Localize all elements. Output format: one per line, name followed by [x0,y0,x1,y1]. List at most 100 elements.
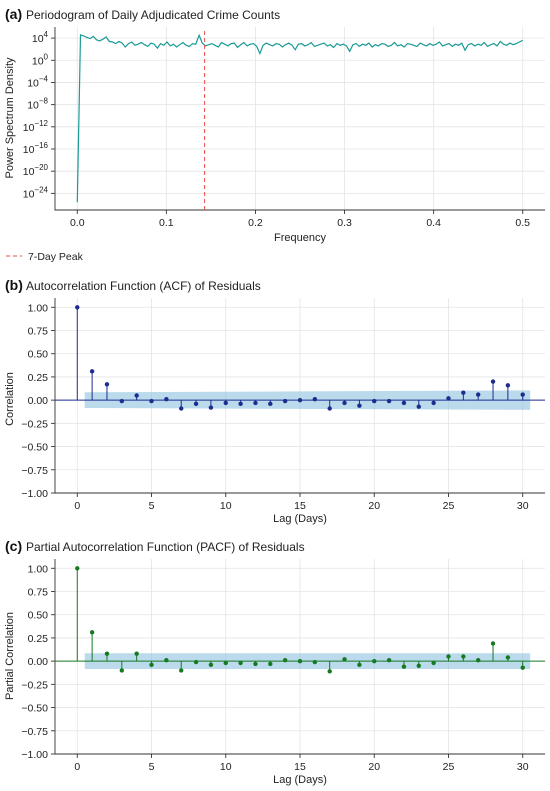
pacf-point [446,654,451,659]
pacf-point [431,660,436,666]
pacf-y-tick-label: 0.00 [28,656,49,668]
acf-point [179,406,184,411]
acf-point [357,403,362,408]
acf-y-tick-label: −0.25 [21,418,48,430]
pacf-point [342,657,347,662]
pacf-point [268,661,273,667]
periodogram-x-tick-label: 0.4 [426,217,441,229]
periodogram-x-tick-label: 0.0 [70,217,85,229]
periodogram-y-tick-label: 100 [32,52,49,67]
periodogram-y-tick-label: 10−8 [27,97,48,112]
periodogram-x-tick-label: 0.2 [248,217,263,229]
acf-x-tick-label: 15 [294,500,306,512]
acf-point [268,401,273,407]
panel-label-a: (a) [5,6,22,22]
acf-y-tick-label: 0.25 [28,372,49,384]
periodogram-y-tick-label: 104 [32,30,49,45]
pacf-y-tick-label: 1.00 [28,563,49,575]
acf-point [164,397,169,402]
acf-point [238,401,243,407]
acf-point [446,396,451,401]
pacf-point [357,662,362,668]
acf-point [490,379,496,384]
pacf-point [386,658,392,663]
pacf-point [208,662,214,668]
acf-axes [54,298,545,494]
acf-x-tick-label: 0 [74,500,80,512]
acf-y-tick-label: 0.50 [28,349,49,361]
pacf-point [505,655,511,660]
acf-y-tick-label: −1.00 [21,488,48,500]
acf-x-tick-label: 10 [220,500,232,512]
acf-point [89,369,95,374]
acf-ylabel: Correlation [4,372,16,426]
acf-point [342,400,347,406]
pacf-point [75,566,80,571]
acf-point [119,398,125,404]
pacf-point [401,664,407,669]
acf-point [372,398,377,404]
acf-x-tick-label: 25 [443,500,455,512]
pacf-point [297,658,303,664]
acf-x-tick-label: 20 [368,500,380,512]
pacf-y-tick-label: 0.75 [28,587,49,599]
pacf-point [253,661,258,667]
pacf-y-tick-label: −0.75 [21,726,48,738]
pacf-x-tick-label: 20 [368,761,380,773]
pacf-y-tick-label: −0.50 [21,703,48,715]
pacf-x-tick-label: 5 [149,761,155,773]
pacf-point [416,663,421,668]
periodogram-y-tick-label: 10−20 [23,163,49,178]
acf-point [520,392,525,397]
pacf-point [238,660,243,666]
acf-panel: (b) Autocorrelation Function (ACF) of Re… [4,277,545,525]
pacf-point [193,659,199,665]
periodogram-x-tick-label: 0.5 [515,217,530,229]
acf-y-tick-label: −0.75 [21,465,48,477]
acf-y-tick-label: −0.50 [21,442,48,454]
acf-point [386,398,392,404]
pacf-point [282,658,288,663]
acf-point [461,390,466,395]
acf-point [416,404,421,409]
acf-point [208,405,214,410]
acf-point [253,400,258,406]
acf-y-tick-label: 0.00 [28,395,49,407]
pacf-y-tick-label: 0.50 [28,610,49,622]
acf-y-tick-label: 0.75 [28,326,49,338]
acf-point [475,392,481,397]
panel-label-c: (c) [5,538,22,554]
legend-peak-label: 7-Day Peak [28,251,84,263]
acf-point [75,305,80,310]
periodogram-y-tick-label: 10−4 [27,74,48,89]
pacf-point [164,658,169,663]
pacf-point [119,668,125,673]
periodogram-legend: 7-Day Peak [6,251,84,263]
pacf-title: Partial Autocorrelation Function (PACF) … [26,540,305,554]
pacf-point [89,630,95,635]
acf-x-tick-label: 5 [149,500,155,512]
acf-point [401,400,407,406]
pacf-point [327,669,332,674]
acf-point [223,400,228,406]
periodogram-ylabel: Power Spectrum Density [4,57,16,179]
acf-x-tick-label: 30 [517,500,529,512]
pacf-x-tick-label: 30 [517,761,529,773]
periodogram-y-tick-label: 10−16 [23,141,49,156]
periodogram-x-tick-label: 0.1 [159,217,174,229]
pacf-point [372,658,377,664]
pacf-panel: (c) Partial Autocorrelation Function (PA… [4,538,545,786]
pacf-point [179,668,184,673]
periodogram-y-tick-label: 10−12 [23,119,49,134]
pacf-point [134,651,139,656]
pacf-point [223,660,228,666]
pacf-point [104,651,110,656]
pacf-point [490,641,496,646]
pacf-y-tick-label: −0.25 [21,679,48,691]
acf-point [505,383,511,388]
pacf-x-tick-label: 0 [74,761,80,773]
pacf-point [461,654,466,659]
pacf-xlabel: Lag (Days) [273,774,327,786]
pacf-y-tick-label: 0.25 [28,633,49,645]
